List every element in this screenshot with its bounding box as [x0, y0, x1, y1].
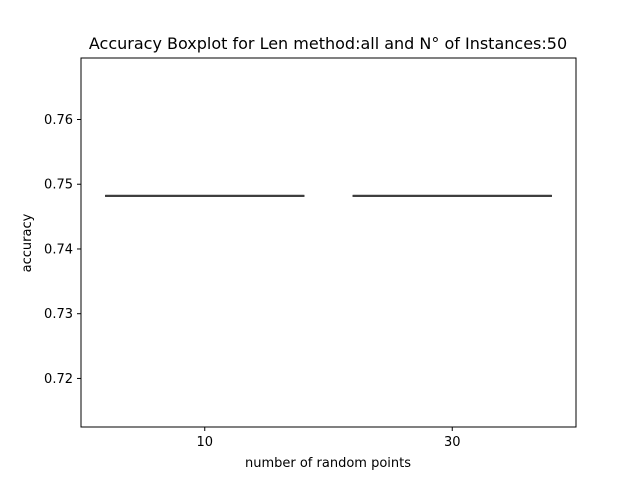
x-tick-label: 30	[444, 435, 461, 450]
y-tick-label: 0.76	[44, 113, 73, 128]
plot-frame	[80, 57, 577, 428]
y-tick-label: 0.75	[44, 178, 73, 193]
x-tick-label: 10	[196, 435, 213, 450]
x-axis-label: number of random points	[245, 456, 411, 471]
y-tick-label: 0.74	[44, 242, 73, 257]
chart-title: Accuracy Boxplot for Len method:all and …	[89, 34, 567, 53]
y-axis-label: accuracy	[20, 213, 35, 272]
y-tick-label: 0.72	[44, 372, 73, 387]
y-tick-label: 0.73	[44, 307, 73, 322]
plot-area: 0.72 0.73 0.74 0.75 0.76 10 30	[44, 57, 577, 450]
